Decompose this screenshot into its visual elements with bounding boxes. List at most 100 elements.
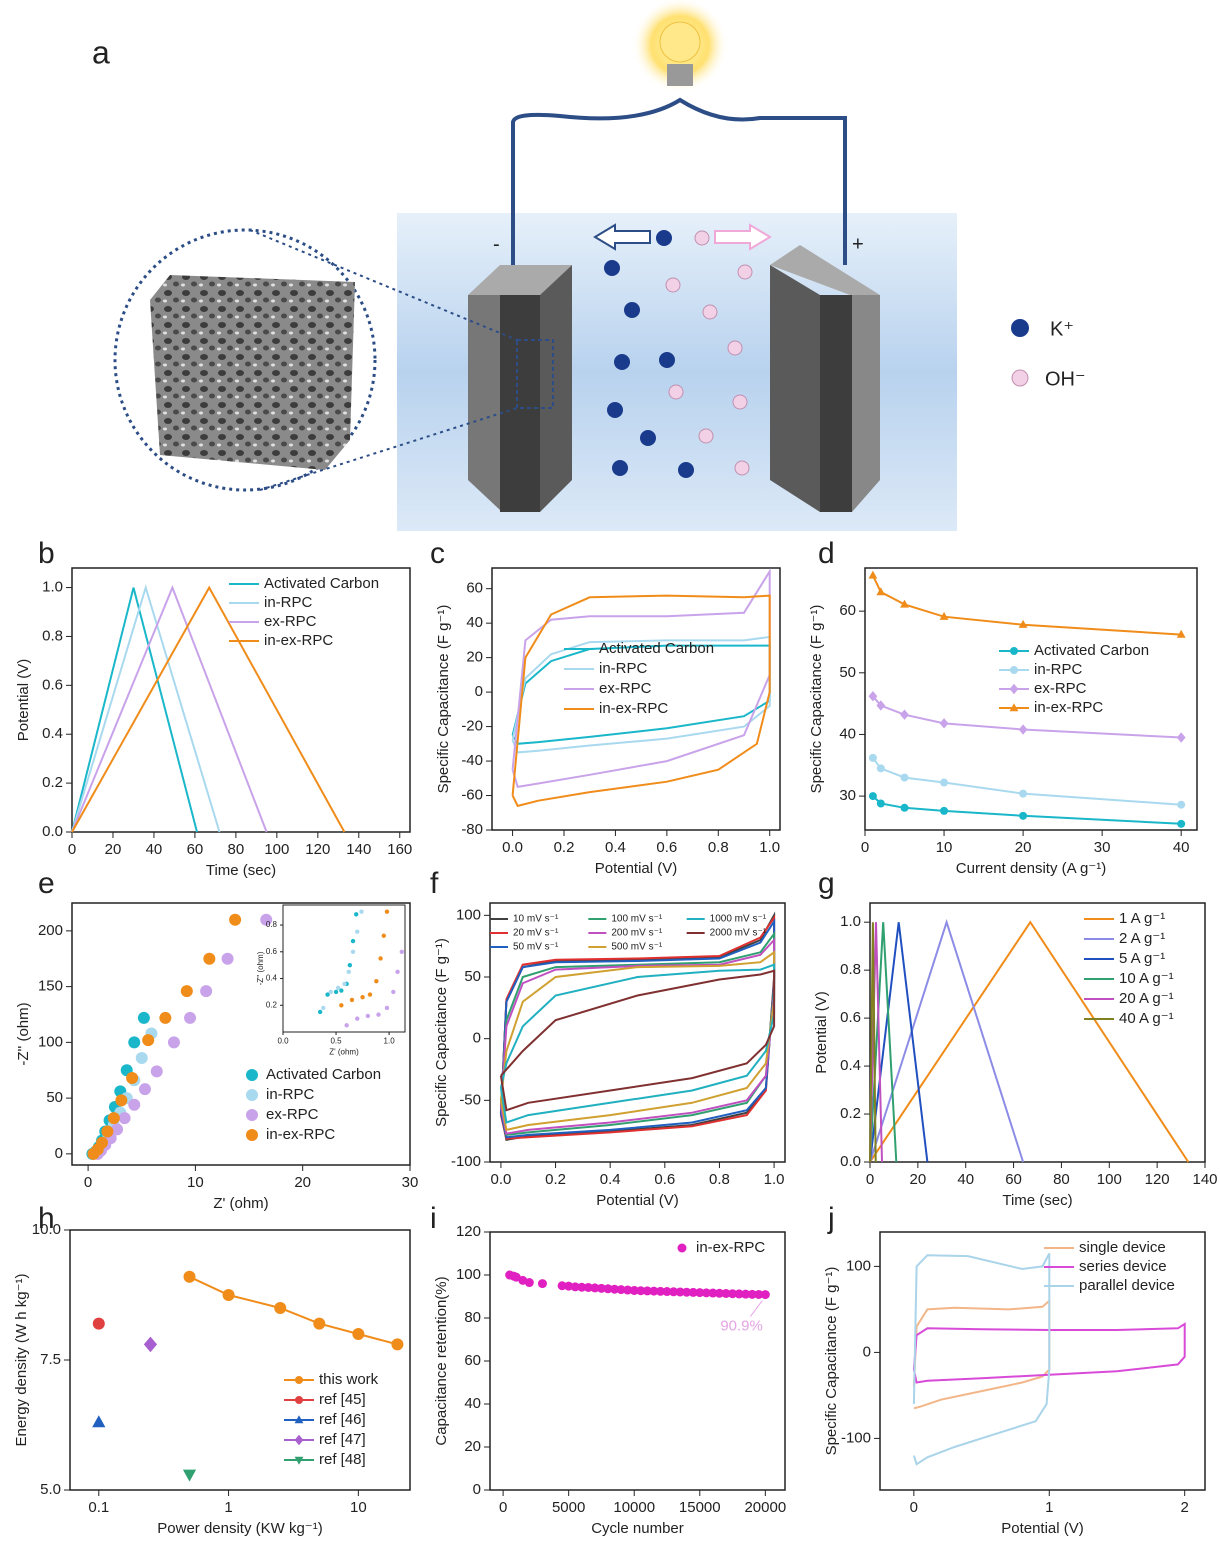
- marker: [200, 985, 212, 997]
- minus-sign: -: [493, 233, 500, 255]
- marker: [128, 1036, 140, 1048]
- y-tick-label: 150: [38, 978, 63, 995]
- x-tick-label: 0.0: [502, 839, 523, 856]
- x-tick-label: 120: [305, 841, 330, 858]
- plot-frame: [72, 568, 410, 832]
- marker: [360, 995, 364, 999]
- legend-label: ex-RPC: [266, 1106, 319, 1123]
- x-tick-label: 0.0: [277, 1037, 289, 1046]
- x-tick-label: 140: [1192, 1171, 1217, 1188]
- legend-label: 500 mV s⁻¹: [611, 942, 663, 953]
- x-tick-label: 1: [1045, 1499, 1053, 1516]
- x-tick-label: 160: [387, 841, 412, 858]
- panel-letter: c: [430, 537, 445, 570]
- marker: [184, 1271, 196, 1283]
- panel-letter: d: [818, 537, 835, 570]
- y-axis-label: Potential (V): [15, 659, 32, 742]
- marker: [336, 986, 340, 990]
- y-tick-label: 120: [456, 1223, 481, 1240]
- y-tick-label: -80: [461, 821, 483, 838]
- marker: [538, 1279, 547, 1288]
- y-tick-label: 5.0: [40, 1481, 61, 1498]
- marker: [1019, 790, 1027, 798]
- marker: [901, 774, 909, 782]
- x-tick-label: 40: [146, 841, 163, 858]
- x-tick-label: 0.1: [88, 1499, 109, 1516]
- page: a - + K⁺ OH⁻ 0204060801001201401600.0: [0, 0, 1220, 1541]
- y-tick-label: 1.0: [42, 579, 63, 596]
- x-tick-label: 0.2: [545, 1171, 566, 1188]
- x-tick-label: 10: [187, 1174, 204, 1191]
- x-tick-label: 15000: [679, 1499, 721, 1516]
- y-tick-label: 0.8: [42, 627, 63, 644]
- legend-label: in-ex-RPC: [696, 1239, 765, 1256]
- marker: [126, 1072, 138, 1084]
- x-tick-label: 0.0: [490, 1171, 511, 1188]
- y-axis-label: Potential (V): [813, 991, 830, 1074]
- legend-label: 20 A g⁻¹: [1119, 990, 1174, 1007]
- plus-sign: +: [852, 233, 864, 255]
- x-tick-label: 0: [499, 1499, 507, 1516]
- legend-label: parallel device: [1079, 1277, 1175, 1294]
- x-axis-label: Time (sec): [206, 862, 276, 879]
- x-tick-label: 0: [68, 841, 76, 858]
- x-tick-label: 140: [346, 841, 371, 858]
- electrode: [770, 265, 820, 512]
- legend-label: ref [47]: [319, 1431, 366, 1448]
- y-tick-label: 0: [475, 683, 483, 700]
- y-tick-label: 0.2: [266, 1000, 278, 1009]
- marker: [119, 1112, 131, 1124]
- figure: a - + K⁺ OH⁻ 0204060801001201401600.0: [0, 0, 1220, 1536]
- x-tick-label: 10: [936, 839, 953, 856]
- plot-frame: [283, 905, 405, 1032]
- marker: [344, 1023, 348, 1027]
- x-tick-label: 0.2: [554, 839, 575, 856]
- marker: [1177, 820, 1185, 828]
- y-tick-label: 0: [55, 1145, 63, 1162]
- legend-marker: [1010, 647, 1018, 655]
- x-axis-label: Z' (ohm): [329, 1048, 359, 1057]
- y-tick-label: 60: [839, 602, 856, 619]
- legend-label: ex-RPC: [264, 613, 317, 630]
- electrode: [852, 295, 880, 512]
- legend-label: Activated Carbon: [599, 640, 714, 657]
- legend-k: [1011, 319, 1029, 337]
- y-axis-label: Specific Capacitance (F g⁻¹): [823, 1267, 840, 1456]
- y-tick-label: -100: [841, 1429, 871, 1446]
- y-tick-label: -100: [451, 1153, 481, 1170]
- legend-label: K⁺: [1050, 318, 1074, 340]
- y-tick-label: 50: [839, 664, 856, 681]
- marker: [385, 1006, 389, 1010]
- bulb: [660, 22, 700, 62]
- panel-letter: i: [430, 1202, 437, 1235]
- x-tick-label: 0: [910, 1499, 918, 1516]
- x-tick-label: 80: [228, 841, 245, 858]
- y-tick-label: 100: [38, 1033, 63, 1050]
- legend-label: in-ex-RPC: [1034, 699, 1103, 716]
- marker: [101, 1126, 113, 1138]
- legend-label: ref [45]: [319, 1391, 366, 1408]
- legend-label: Activated Carbon: [266, 1066, 381, 1083]
- schematic: a - + K⁺ OH⁻: [92, 0, 1086, 531]
- legend-label: 2 A g⁻¹: [1119, 930, 1165, 947]
- x-axis-label: Z' (ohm): [213, 1195, 268, 1212]
- y-tick-label: 7.5: [40, 1351, 61, 1368]
- legend-label: ref [48]: [319, 1451, 366, 1468]
- x-tick-label: 2: [1181, 1499, 1189, 1516]
- marker: [877, 799, 885, 807]
- x-tick-label: 60: [187, 841, 204, 858]
- x-tick-label: 1: [224, 1499, 232, 1516]
- y-tick-label: 0.8: [266, 920, 278, 929]
- x-tick-label: 1.0: [384, 1037, 396, 1046]
- x-tick-label: 20: [105, 841, 122, 858]
- y-tick-label: 0.4: [42, 725, 63, 742]
- x-axis-label: Current density (A g⁻¹): [956, 860, 1106, 877]
- marker: [347, 970, 351, 974]
- marker: [128, 1099, 140, 1111]
- marker: [339, 1003, 343, 1007]
- marker: [940, 779, 948, 787]
- marker: [223, 1289, 235, 1301]
- marker: [329, 990, 333, 994]
- y-tick-label: -50: [459, 1091, 481, 1108]
- legend-label: 100 mV s⁻¹: [611, 914, 663, 925]
